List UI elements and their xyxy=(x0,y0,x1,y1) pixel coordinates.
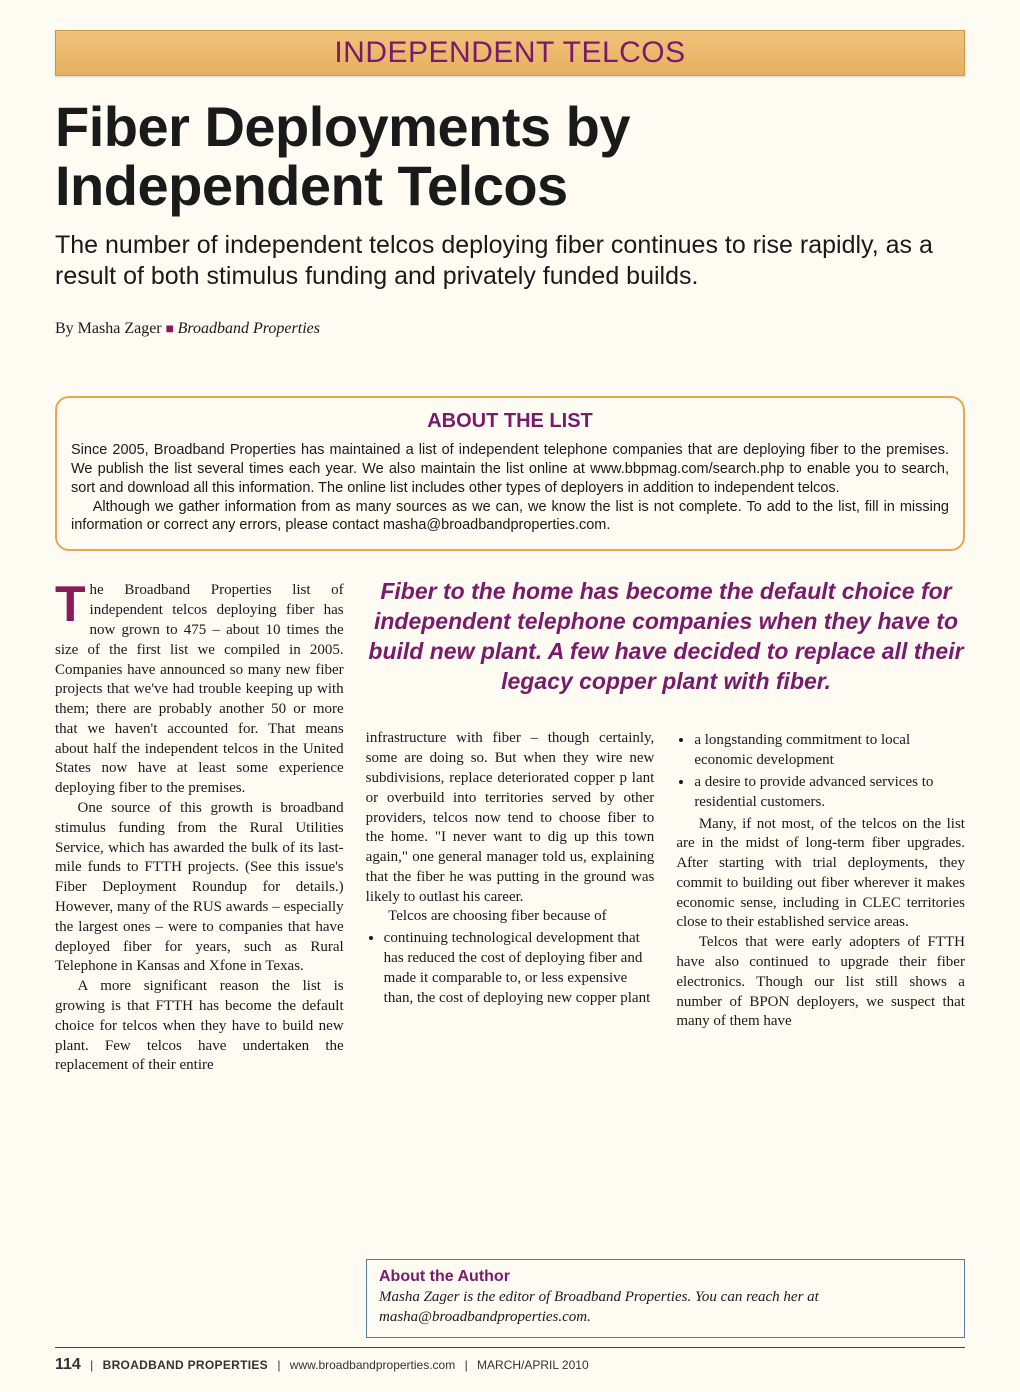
body-p6: Many, if not most, of the telcos on the … xyxy=(676,815,965,934)
bullet-b-1: a desire to provide advanced services to… xyxy=(694,773,965,813)
body-bullets-a: continuing technological development tha… xyxy=(366,929,655,1008)
footer-issue: MARCH/APRIL 2010 xyxy=(477,1358,589,1372)
body-bullets-b: a longstanding commitment to local econo… xyxy=(676,731,965,812)
about-author-title: About the Author xyxy=(379,1268,952,1286)
about-p2: Although we gather information from as m… xyxy=(71,498,949,536)
bullet-a-0: continuing technological development tha… xyxy=(384,929,655,1008)
article-deck: The number of independent telcos deployi… xyxy=(55,230,965,293)
body-p1: The Broadband Properties list of indepen… xyxy=(55,581,344,799)
about-the-list-title: ABOUT THE LIST xyxy=(71,410,949,433)
article-headline: Fiber Deployments by Independent Telcos xyxy=(55,98,965,216)
about-p1: Since 2005, Broadband Properties has mai… xyxy=(71,441,949,498)
about-author-box: About the Author Masha Zager is the edit… xyxy=(366,1259,965,1338)
byline-author: Masha Zager xyxy=(78,320,162,337)
article-body-area: The Broadband Properties list of indepen… xyxy=(55,581,965,1128)
footer-publication: BROADBAND PROPERTIES xyxy=(103,1358,268,1372)
body-p5: Telcos are choosing fiber because of xyxy=(366,907,655,927)
section-banner-text: INDEPENDENT TELCOS xyxy=(334,36,685,70)
footer-sep-1: | xyxy=(90,1358,93,1372)
body-p3: A more significant reason the list is gr… xyxy=(55,977,344,1076)
body-p7: Telcos that were early adopters of FTTH … xyxy=(676,933,965,1032)
dropcap: T xyxy=(55,581,90,626)
footer-rule xyxy=(55,1347,965,1348)
page-number: 114 xyxy=(55,1356,81,1373)
byline-prefix: By xyxy=(55,320,78,337)
body-p4: infrastructure with fiber – though certa… xyxy=(366,729,655,907)
page-footer: 114 | BROADBAND PROPERTIES | www.broadba… xyxy=(55,1356,965,1374)
pullquote: Fiber to the home has become the default… xyxy=(367,577,965,697)
author-box-spacer-col3 xyxy=(676,1032,965,1128)
author-box-spacer-col2 xyxy=(366,1010,655,1106)
about-the-list-body: Since 2005, Broadband Properties has mai… xyxy=(71,441,949,535)
body-p2: One source of this growth is broadband s… xyxy=(55,799,344,977)
about-the-list-box: ABOUT THE LIST Since 2005, Broadband Pro… xyxy=(55,396,965,551)
footer-sep-3: | xyxy=(465,1358,468,1372)
byline-publication: Broadband Properties xyxy=(178,320,320,337)
byline-separator-icon: ■ xyxy=(166,322,178,337)
section-banner: INDEPENDENT TELCOS xyxy=(55,30,965,76)
footer-sep-2: | xyxy=(277,1358,280,1372)
footer-url: www.broadbandproperties.com xyxy=(290,1358,455,1372)
bullet-b-0: a longstanding commitment to local econo… xyxy=(694,731,965,771)
body-p1-rest: he Broadband Properties list of independ… xyxy=(55,582,344,796)
byline: By Masha Zager ■ Broadband Properties xyxy=(55,320,965,338)
about-author-body: Masha Zager is the editor of Broadband P… xyxy=(379,1288,952,1327)
